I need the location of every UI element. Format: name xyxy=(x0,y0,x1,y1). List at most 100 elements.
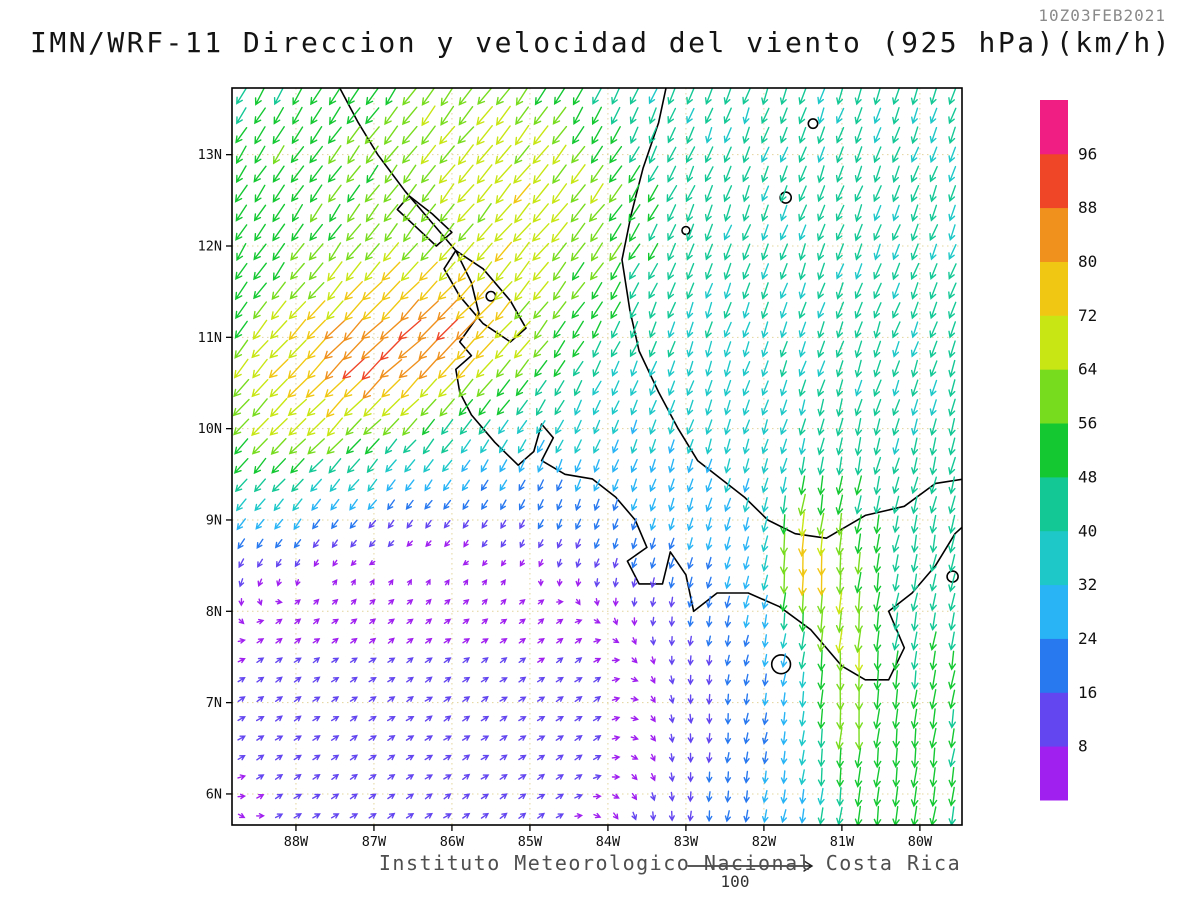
wind-arrow xyxy=(494,203,512,223)
wind-arrow xyxy=(706,752,713,764)
wind-arrow xyxy=(500,499,507,511)
wind-arrow xyxy=(518,637,527,644)
wind-arrow xyxy=(400,377,419,399)
wind-arrow xyxy=(233,458,249,474)
wind-arrow xyxy=(854,571,863,594)
wind-arrow xyxy=(761,185,770,202)
wind-arrow xyxy=(552,242,567,262)
wind-arrow xyxy=(462,773,471,780)
wind-arrow xyxy=(798,224,807,241)
wind-arrow xyxy=(361,281,383,301)
wind-arrow xyxy=(687,517,694,532)
wind-arrow xyxy=(854,766,863,788)
wind-arrow xyxy=(456,280,476,302)
wind-arrow xyxy=(291,185,304,203)
wind-arrow xyxy=(589,262,604,281)
wind-arrow xyxy=(798,610,807,633)
wind-arrow xyxy=(668,517,675,531)
wind-arrow xyxy=(536,715,546,722)
wind-arrow xyxy=(667,321,676,339)
wind-arrow xyxy=(629,126,639,145)
wind-arrow xyxy=(592,340,602,359)
wind-arrow xyxy=(552,301,567,320)
wind-arrow xyxy=(798,631,807,651)
wind-arrow xyxy=(948,670,956,690)
wind-arrow xyxy=(331,539,338,549)
wind-arrow xyxy=(892,806,900,825)
wind-arrow xyxy=(588,204,605,223)
wind-arrow xyxy=(948,554,956,573)
wind-arrow xyxy=(779,165,788,184)
wind-arrow xyxy=(743,751,750,765)
wind-arrow xyxy=(649,498,656,512)
wind-arrow xyxy=(327,224,342,242)
wind-arrow xyxy=(873,282,882,300)
wind-arrow xyxy=(462,560,469,566)
wind-arrow xyxy=(237,735,246,741)
wind-arrow xyxy=(817,302,826,319)
wind-arrow xyxy=(742,321,751,339)
wind-arrow xyxy=(475,359,494,379)
wind-arrow xyxy=(704,88,713,106)
wind-arrow xyxy=(481,598,488,605)
wind-arrow xyxy=(705,127,713,144)
wind-arrow xyxy=(272,145,285,165)
wind-arrow xyxy=(555,696,564,703)
wind-arrow xyxy=(401,125,418,145)
wind-arrow xyxy=(854,747,863,769)
wind-arrow xyxy=(437,281,457,301)
wind-arrow xyxy=(854,379,863,397)
wind-arrow xyxy=(288,438,306,455)
wind-arrow xyxy=(499,459,508,473)
wind-arrow xyxy=(421,184,436,203)
wind-arrow xyxy=(327,261,343,282)
wind-arrow xyxy=(948,728,956,749)
wind-arrow xyxy=(345,261,362,282)
wind-arrow xyxy=(574,754,583,761)
wind-arrow xyxy=(480,754,490,761)
wind-arrow xyxy=(270,300,287,321)
wind-arrow xyxy=(397,319,422,340)
wind-arrow xyxy=(892,495,900,515)
colorbar-segment xyxy=(1040,261,1068,316)
wind-arrow xyxy=(590,222,604,243)
wind-arrow xyxy=(537,459,544,473)
island-outline xyxy=(807,118,819,130)
wind-arrow xyxy=(608,184,623,204)
wind-arrow xyxy=(910,185,920,203)
wind-arrow xyxy=(724,556,731,570)
wind-arrow xyxy=(331,676,340,683)
wind-arrow xyxy=(593,538,600,550)
wind-arrow xyxy=(687,733,694,744)
wind-arrow xyxy=(892,631,900,651)
wind-arrow xyxy=(402,204,417,223)
wind-arrow xyxy=(518,716,527,722)
wind-arrow xyxy=(798,341,806,358)
wind-arrow xyxy=(929,301,938,320)
wind-arrow xyxy=(553,340,566,359)
wind-arrow xyxy=(742,282,751,300)
wind-arrow xyxy=(404,459,416,473)
wind-arrow xyxy=(494,164,513,184)
wind-arrow xyxy=(387,812,396,819)
wind-arrow xyxy=(779,204,788,222)
wind-arrow xyxy=(347,145,360,165)
wind-arrow xyxy=(572,88,584,106)
wind-arrows-layer xyxy=(232,88,957,825)
wind-arrow xyxy=(307,438,325,455)
wind-arrow xyxy=(723,360,731,378)
wind-arrow xyxy=(574,715,583,722)
wind-arrow xyxy=(929,456,937,476)
wind-arrow xyxy=(329,106,341,126)
wind-arrow xyxy=(743,575,750,590)
wind-arrow xyxy=(424,479,433,492)
wind-arrow xyxy=(723,341,732,358)
wind-arrow xyxy=(743,712,750,726)
wind-arrow xyxy=(948,806,956,825)
wind-arrow xyxy=(723,224,733,241)
wind-arrow xyxy=(667,146,677,163)
wind-arrow xyxy=(514,124,530,146)
wind-arrow xyxy=(724,635,731,648)
wind-arrow xyxy=(537,696,546,702)
wind-arrow xyxy=(780,633,788,650)
